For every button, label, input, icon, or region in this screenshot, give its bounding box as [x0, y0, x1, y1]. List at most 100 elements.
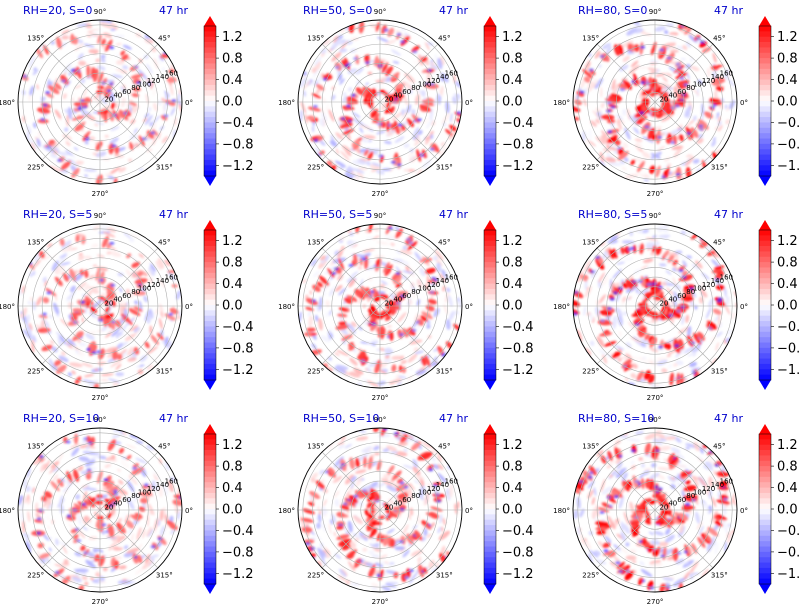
colorbar-segment [759, 122, 771, 129]
field-cell [77, 53, 84, 60]
downdraft-cell [345, 104, 351, 108]
field-cell [588, 81, 595, 92]
field-cell [434, 54, 438, 60]
rainband-cell [315, 480, 325, 489]
field-cell [334, 498, 340, 507]
field-cell [149, 263, 157, 272]
downdraft-cell [364, 60, 370, 65]
colorbar-tick-label: 0.4 [777, 73, 798, 88]
field-cell [47, 525, 51, 530]
field-cell [592, 109, 601, 121]
field-cell [335, 132, 344, 140]
field-cell [346, 173, 356, 177]
colorbar-segment [484, 369, 496, 376]
angle-tick-label: 0° [185, 99, 193, 107]
rainband-cell [621, 282, 627, 288]
field-cell [78, 255, 85, 261]
field-cell [339, 498, 344, 506]
rainband-cell [121, 54, 129, 61]
rainband-cell [354, 289, 362, 298]
colorbar-tick-label: 0.8 [777, 52, 798, 67]
field-cell [378, 283, 386, 289]
downdraft-cell [157, 537, 163, 541]
downdraft-cell [108, 82, 114, 86]
rainband-cell [129, 141, 134, 151]
field-cell [322, 39, 332, 46]
eyewall-cell [639, 502, 644, 510]
rainband-cell [401, 572, 407, 582]
rainband-cell [387, 27, 395, 37]
rainband-cell [384, 264, 393, 277]
field-cell [368, 372, 380, 377]
field-cell [442, 517, 446, 526]
colorbar-tick-label: −0.4 [502, 320, 534, 335]
polar-panel: 20 40 60 801001201401600°45°90°135°180°225°… [0, 412, 254, 606]
field-cell [120, 91, 123, 101]
field-cell [121, 511, 127, 522]
field-cell [392, 258, 404, 263]
field-cell [587, 480, 595, 489]
eyewall-cell [384, 108, 391, 114]
field-cell [139, 355, 148, 363]
field-cell [309, 290, 313, 295]
field-cell [85, 559, 97, 569]
field-cell [702, 502, 711, 514]
rainband-cell [421, 311, 433, 320]
field-cell [46, 515, 50, 521]
field-cell [104, 134, 109, 138]
angular-gridline [596, 451, 656, 511]
colorbar-tick-label: 0.4 [502, 277, 523, 292]
field-cell [73, 147, 79, 151]
colorbar-segment [204, 525, 216, 531]
colorbar-segment [759, 149, 771, 155]
field-cell [440, 526, 444, 532]
field-cell [118, 167, 127, 173]
field-cell [333, 490, 340, 498]
field-cell [673, 290, 681, 301]
radial-tick-label: 20 [104, 95, 113, 103]
colorbar-segment [759, 79, 771, 86]
field-cell [155, 308, 158, 315]
colorbar-segment [759, 95, 771, 102]
colorbar-extend-max [484, 16, 496, 26]
colorbar-segment [759, 514, 771, 521]
field-cell [84, 283, 90, 291]
field-cell [352, 515, 363, 525]
eyewall-cell [111, 299, 116, 307]
angular-gridline [321, 451, 381, 511]
field-cell [67, 301, 73, 309]
angle-tick-label: 180° [0, 507, 15, 515]
field-cell [615, 307, 623, 317]
field-cell [338, 73, 343, 81]
field-cell [383, 140, 392, 145]
field-cell [105, 346, 119, 353]
colorbar-segment [759, 326, 771, 333]
radial-tick-label: 80 [686, 288, 695, 296]
downdraft-cell [698, 124, 704, 128]
field-cell [654, 26, 666, 32]
field-cell [625, 542, 630, 547]
radial-tick-label: 100 [418, 489, 431, 497]
field-cell [716, 331, 723, 338]
downdraft-cell [310, 546, 316, 551]
radial-tick-label: 60 [402, 496, 411, 504]
downdraft-cell [103, 478, 109, 482]
field-cell [421, 441, 431, 449]
rainband-cell [306, 327, 316, 332]
angular-gridline [99, 509, 159, 569]
colorbar-segment [204, 503, 216, 510]
field-cell [366, 367, 372, 373]
downdraft-cell [150, 545, 156, 549]
field-cell [42, 276, 47, 283]
field-cell [26, 124, 32, 134]
colorbar-segment [204, 251, 216, 258]
field-cell [67, 107, 73, 120]
field-cell [370, 84, 384, 89]
colorbar-segment [484, 471, 496, 478]
field-cell [376, 130, 386, 135]
field-cell [48, 547, 52, 552]
downdraft-cell [683, 550, 689, 554]
field-cell [716, 475, 723, 481]
field-cell [425, 118, 434, 130]
colorbar-segment [204, 455, 216, 462]
